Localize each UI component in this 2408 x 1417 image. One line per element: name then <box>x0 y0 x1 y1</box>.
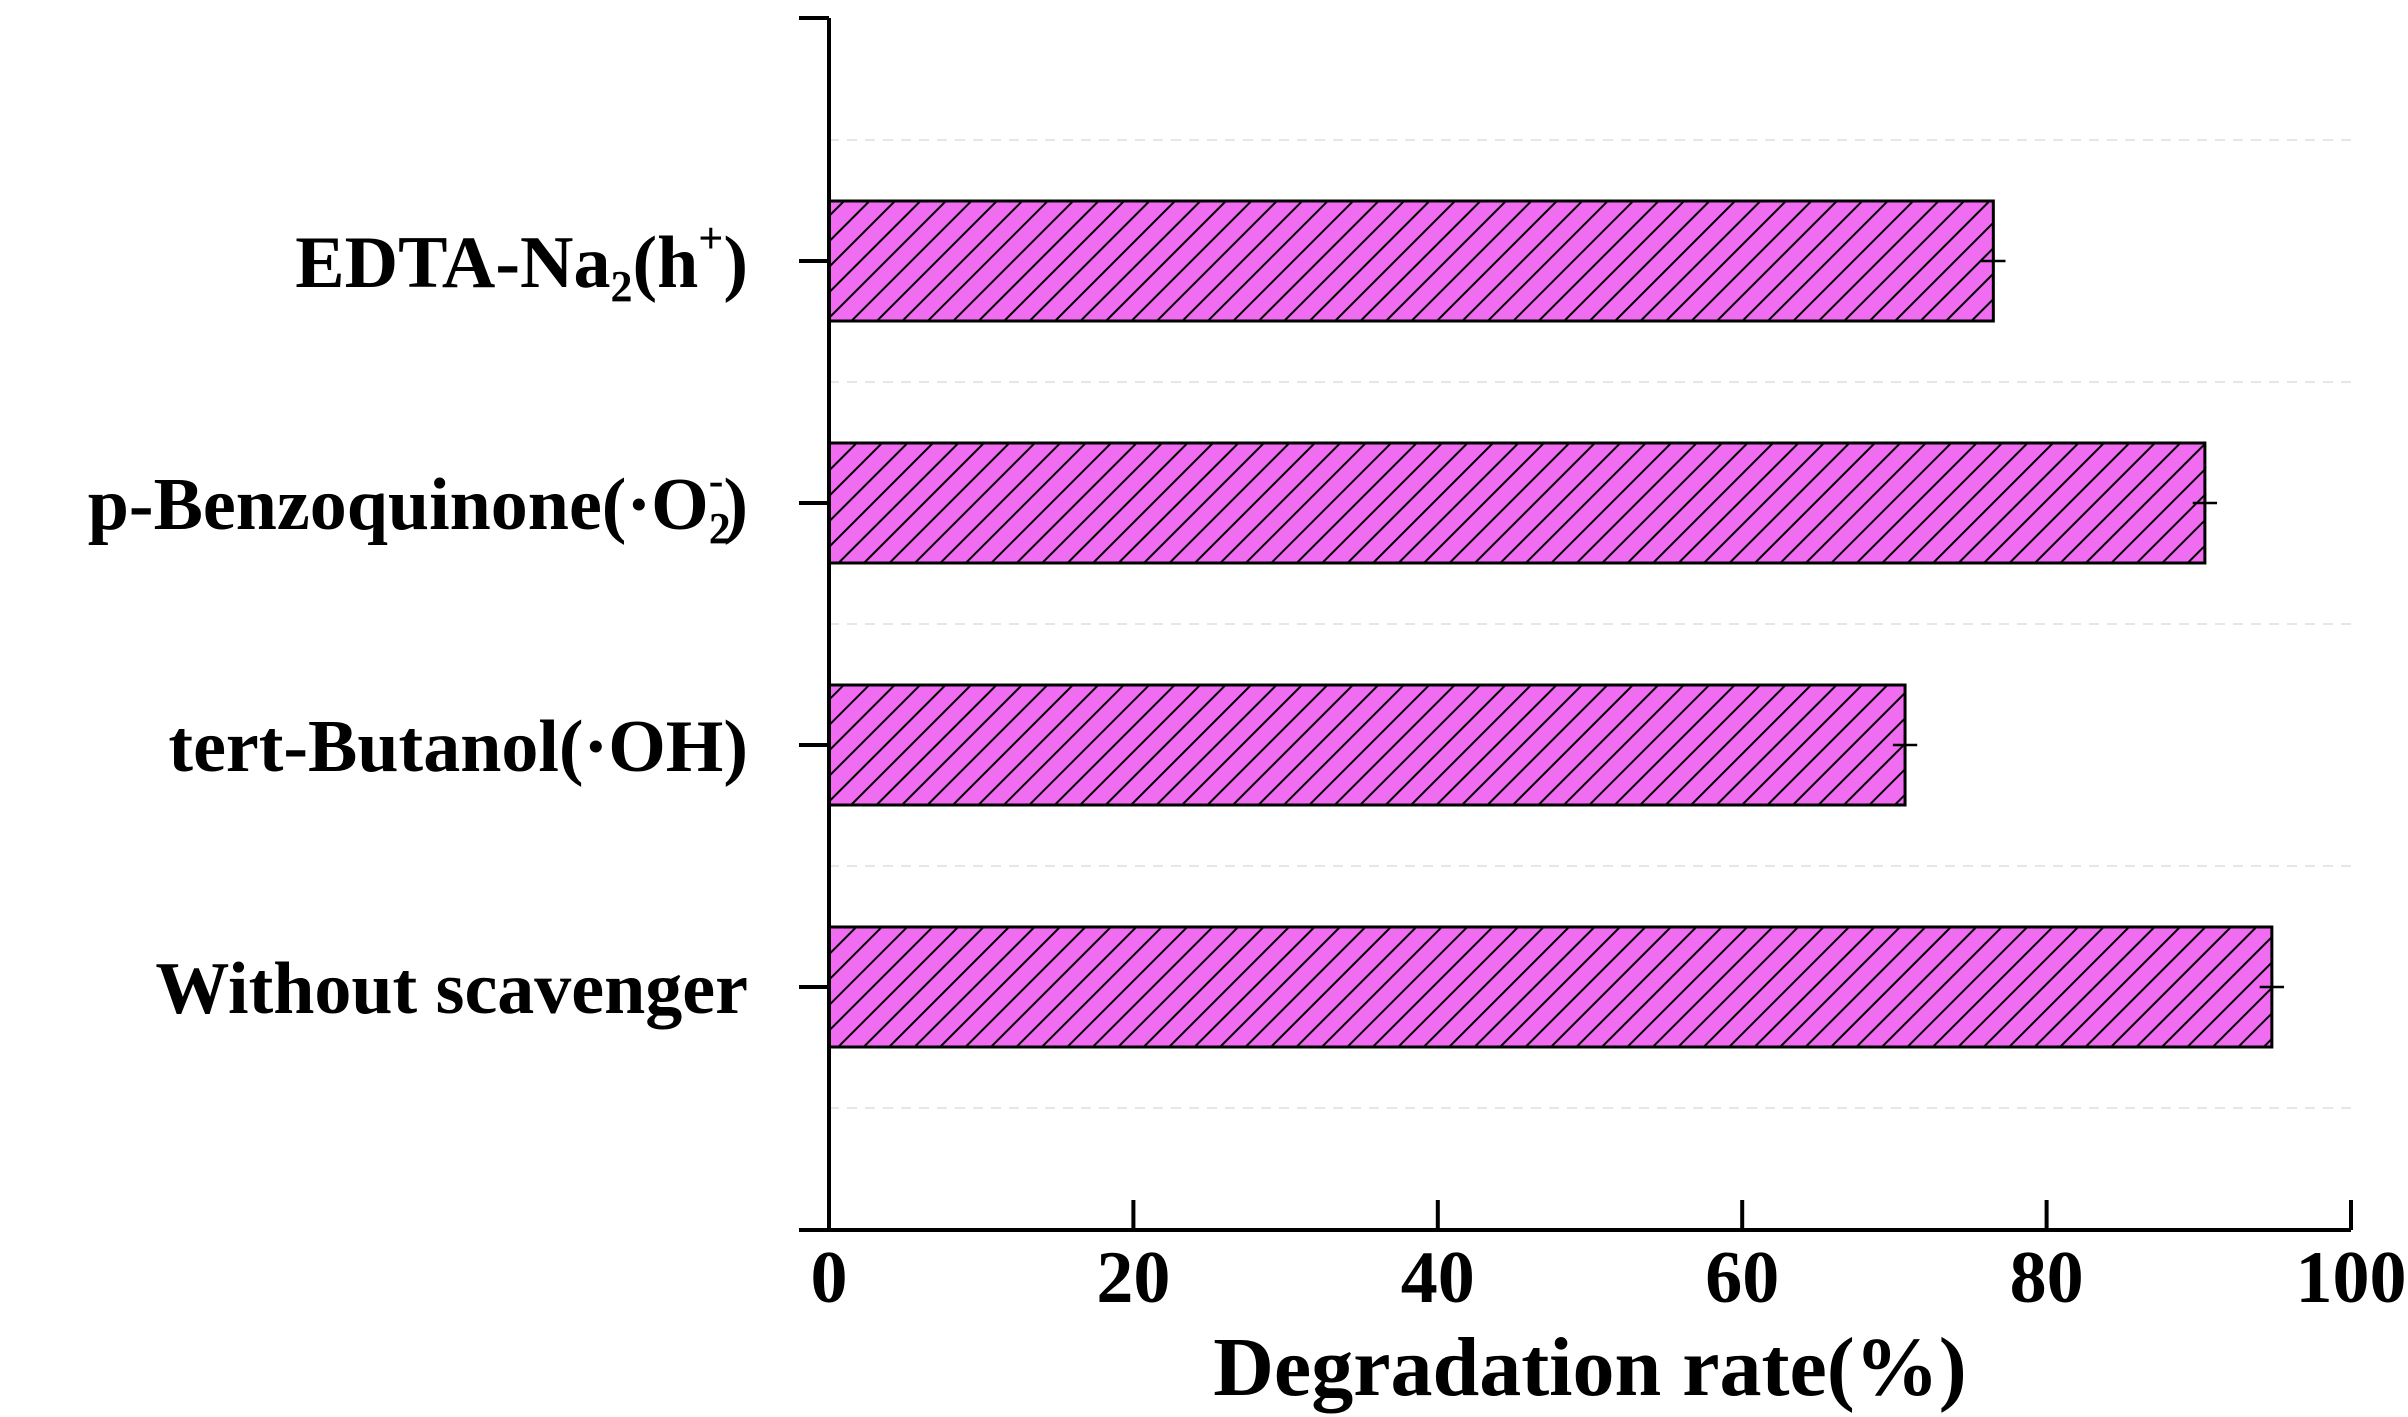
x-axis-title: Degradation rate(%) <box>1213 1321 1966 1414</box>
bar <box>827 441 2207 565</box>
category-label: EDTA-Na2(h+) <box>295 214 748 311</box>
bars <box>827 199 2285 1049</box>
category-label: p-Benzoquinone(·O2-) <box>88 456 748 553</box>
axes: 0 20 40 60 80 100 <box>799 16 2407 1319</box>
category-label: Without scavenger <box>155 948 748 1030</box>
category-label: tert-Butanol(·OH) <box>168 706 748 788</box>
x-tick-label: 60 <box>1705 1237 1779 1319</box>
x-tick-label: 0 <box>811 1237 848 1319</box>
category-labels: Without scavenger tert-Butanol(·OH) p-Benz… <box>88 214 748 1030</box>
bar <box>827 925 2274 1049</box>
x-tick-label: 80 <box>2010 1237 2084 1319</box>
x-tick-label: 100 <box>2296 1237 2407 1319</box>
bar <box>827 683 1907 807</box>
grid-lines <box>829 139 2351 1109</box>
bar <box>827 199 1995 323</box>
x-tick-label: 20 <box>1096 1237 1170 1319</box>
x-tick-label: 40 <box>1401 1237 1475 1319</box>
